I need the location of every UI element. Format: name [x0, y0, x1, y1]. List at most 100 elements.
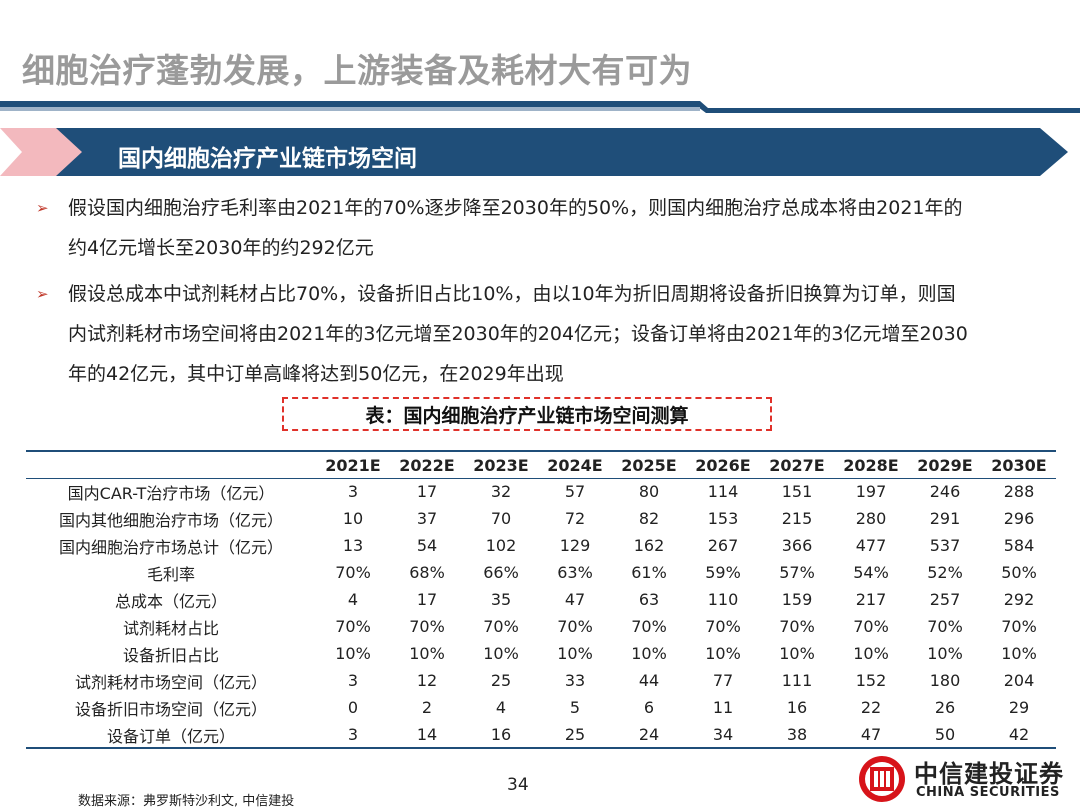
table-cell: 72 — [564, 509, 586, 528]
table-cell: 70% — [409, 617, 445, 636]
table-cell: 68% — [409, 563, 445, 582]
row-label: 国内其他细胞治疗市场（亿元） — [58, 510, 283, 530]
table-cell: 10% — [483, 644, 519, 663]
table-cell: 38 — [786, 725, 808, 744]
table-cell: 24 — [638, 725, 660, 744]
table-row: 总成本（亿元） 4 17 35 47 63 110 159 217 257 292 — [26, 586, 1056, 613]
table-cell: 17 — [416, 482, 438, 501]
table-cell: 4 — [347, 590, 359, 609]
table-cell: 246 — [929, 482, 961, 501]
table-cell: 10% — [705, 644, 741, 663]
table-cell: 80 — [638, 482, 660, 501]
table-cell: 129 — [559, 536, 591, 555]
table-row: 设备折旧占比 10% 10% 10% 10% 10% 10% 10% 10% 10% 10% — [26, 640, 1056, 667]
table-cell: 70% — [705, 617, 741, 636]
table-cell: 280 — [855, 509, 887, 528]
column-header: 2021E — [325, 455, 381, 475]
table-cell: 63% — [557, 563, 593, 582]
table-cell: 54% — [853, 563, 889, 582]
section-title: 国内细胞治疗产业链市场空间 — [118, 146, 417, 172]
arrow-bullet-icon: ➢ — [36, 285, 49, 303]
column-header: 2027E — [769, 455, 825, 475]
page-number: 34 — [507, 775, 529, 795]
table-bottom-rule — [26, 747, 1056, 749]
logo-chinese-name: 中信建投证券 — [914, 760, 1064, 788]
table-cell: 10% — [853, 644, 889, 663]
table-row: 毛利率 70% 68% 66% 63% 61% 59% 57% 54% 52% 50% — [26, 559, 1056, 586]
table-cell: 2 — [421, 698, 433, 717]
bullet-line: 内试剂耗材市场空间将由2021年的3亿元增至2030年的204亿元；设备订单将由… — [68, 323, 968, 345]
table-cell: 291 — [929, 509, 961, 528]
table-cell: 54 — [416, 536, 438, 555]
table-cell: 10 — [342, 509, 364, 528]
table-row: 国内细胞治疗市场总计（亿元） 13 54 102 129 162 267 366 477 537 5… — [26, 532, 1056, 559]
table-cell: 70% — [557, 617, 593, 636]
table-cell: 217 — [855, 590, 887, 609]
logo-english-name: CHINA SECURITIES — [916, 785, 1060, 800]
table-cell: 292 — [1003, 590, 1035, 609]
bullet-cost-split: ➢ 假设总成本中试剂耗材占比70%，设备折旧占比10%，由以10年为折旧周期将设… — [36, 274, 1054, 394]
table-cell: 26 — [934, 698, 956, 717]
column-header: 2029E — [917, 455, 973, 475]
table-cell: 10% — [1001, 644, 1037, 663]
table-cell: 47 — [860, 725, 882, 744]
table-cell: 32 — [490, 482, 512, 501]
table-cell: 296 — [1003, 509, 1035, 528]
table-cell: 59% — [705, 563, 741, 582]
table-cell: 153 — [707, 509, 739, 528]
table-cell: 33 — [564, 671, 586, 690]
table-cell: 152 — [855, 671, 887, 690]
table-caption: 表：国内细胞治疗产业链市场空间测算 — [365, 405, 689, 427]
row-label: 设备折旧市场空间（亿元） — [74, 699, 267, 719]
table-cell: 57% — [779, 563, 815, 582]
table-cell: 29 — [1008, 698, 1030, 717]
table-cell: 215 — [781, 509, 813, 528]
table-row: 设备订单（亿元） 3 14 16 25 24 34 38 47 50 42 — [26, 721, 1056, 748]
row-label: 设备订单（亿元） — [106, 726, 235, 746]
table-cell: 66% — [483, 563, 519, 582]
table-cell: 10% — [927, 644, 963, 663]
citic-emblem-icon — [859, 756, 905, 802]
column-header: 2025E — [621, 455, 677, 475]
table-cell: 42 — [1008, 725, 1030, 744]
bullet-line: 假设总成本中试剂耗材占比70%，设备折旧占比10%，由以10年为折旧周期将设备折… — [68, 283, 956, 305]
table-cell: 10% — [557, 644, 593, 663]
section-banner — [0, 128, 1068, 176]
table-cell: 3 — [347, 482, 359, 501]
table-cell: 63 — [638, 590, 660, 609]
slide-title: 细胞治疗蓬勃发展，上游装备及耗材大有可为 — [22, 51, 692, 90]
table-cell: 0 — [347, 698, 359, 717]
row-label: 毛利率 — [146, 564, 195, 584]
table-header-row: 2021E 2022E 2023E 2024E 2025E 2026E 2027… — [26, 452, 1056, 478]
column-header: 2022E — [399, 455, 455, 475]
market-space-table: 2021E 2022E 2023E 2024E 2025E 2026E 2027… — [26, 452, 1056, 748]
table-cell: 70% — [779, 617, 815, 636]
table-cell: 477 — [855, 536, 887, 555]
table-cell: 70% — [1001, 617, 1037, 636]
table-cell: 16 — [786, 698, 808, 717]
column-header: 2028E — [843, 455, 899, 475]
table-cell: 25 — [490, 671, 512, 690]
arrow-bullet-icon: ➢ — [36, 199, 49, 217]
table-body: 国内CAR-T治疗市场（亿元） 3 17 32 57 80 114 151 197 246 288 国… — [26, 478, 1056, 748]
table-row: 试剂耗材占比 70% 70% 70% 70% 70% 70% 70% 70% 70% 70% — [26, 613, 1056, 640]
row-label: 总成本（亿元） — [114, 591, 227, 611]
table-cell: 537 — [929, 536, 961, 555]
table-cell: 17 — [416, 590, 438, 609]
table-cell: 10% — [779, 644, 815, 663]
table-cell: 82 — [638, 509, 660, 528]
bullet-gross-margin: ➢ 假设国内细胞治疗毛利率由2021年的70%逐步降至2030年的50%，则国内… — [36, 188, 1054, 268]
table-cell: 4 — [495, 698, 507, 717]
table-top-rule — [26, 450, 1056, 452]
column-header: 2026E — [695, 455, 751, 475]
table-cell: 70% — [927, 617, 963, 636]
table-cell: 44 — [638, 671, 660, 690]
table-cell: 70% — [483, 617, 519, 636]
table-cell: 77 — [712, 671, 734, 690]
table-cell: 110 — [707, 590, 739, 609]
table-header-rule — [26, 478, 1056, 479]
caption-dashed-box — [282, 397, 772, 431]
bullet-line: 假设国内细胞治疗毛利率由2021年的70%逐步降至2030年的50%，则国内细胞… — [68, 197, 963, 219]
table-cell: 50% — [1001, 563, 1037, 582]
bullet-line: 年的42亿元，其中订单高峰将达到50亿元，在2029年出现 — [68, 363, 564, 385]
